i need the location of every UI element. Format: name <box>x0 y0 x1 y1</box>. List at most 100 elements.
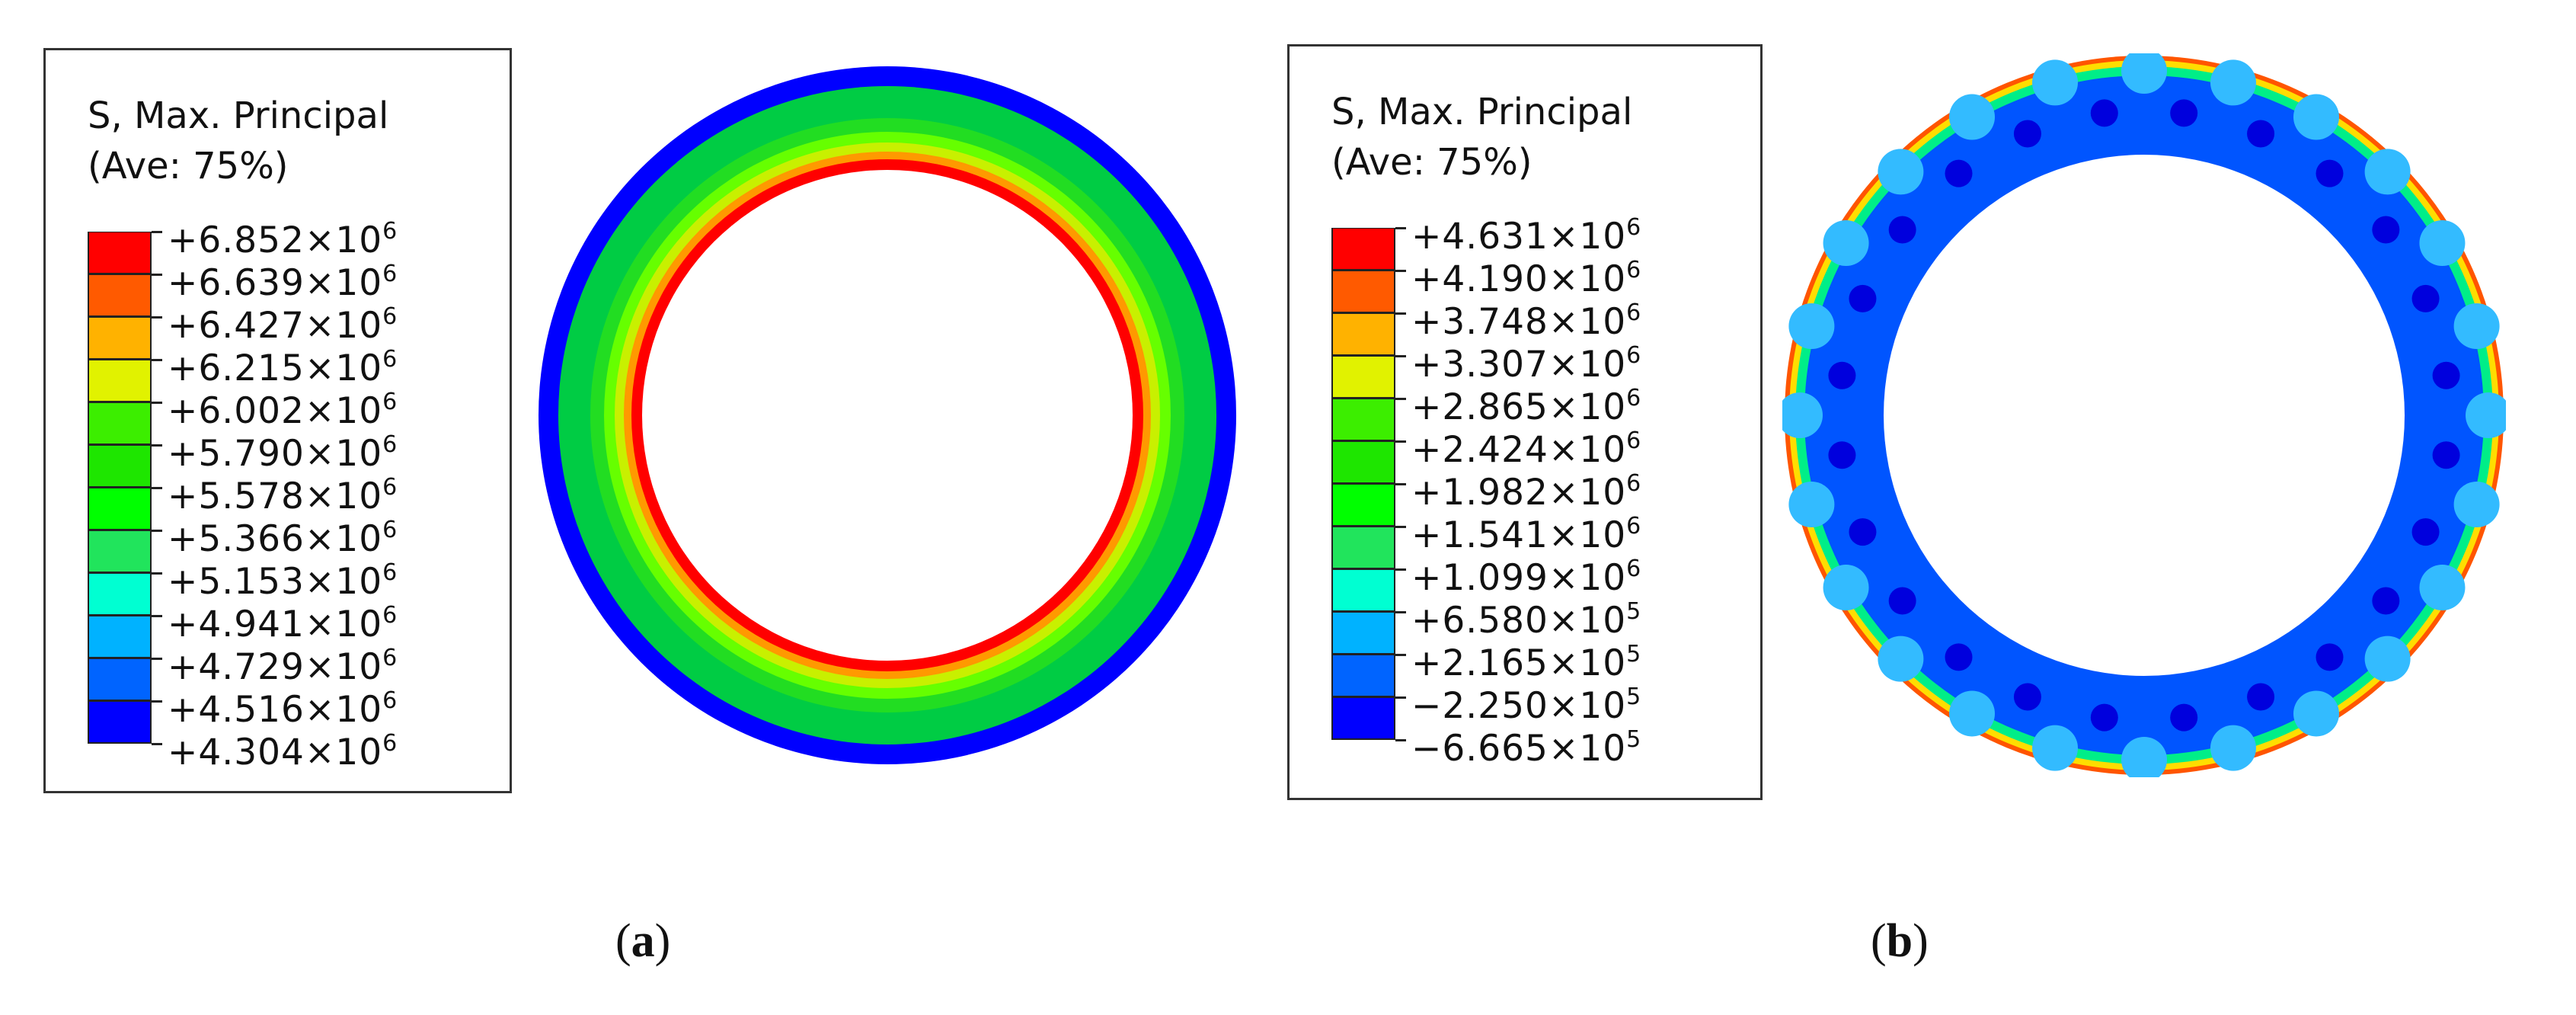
colorbar-swatch <box>1331 228 1395 271</box>
stress-blob <box>1849 284 1877 312</box>
legend-value: +6.580×105 <box>1411 598 1642 642</box>
colorbar <box>1331 228 1395 740</box>
colorbar-tick <box>152 402 162 404</box>
colorbar-swatch <box>1331 313 1395 356</box>
legend-value: +2.865×106 <box>1411 385 1642 428</box>
stress-blob <box>2247 683 2275 711</box>
colorbar-tick <box>152 316 162 319</box>
stress-blob <box>1945 159 1973 187</box>
stress-blob <box>2372 216 2400 244</box>
legend-value: +4.516×106 <box>168 687 398 731</box>
legend-value: −2.250×105 <box>1411 684 1642 727</box>
legend-value: +5.153×106 <box>168 559 398 603</box>
colorbar-tick <box>1395 654 1406 656</box>
edge-lobe <box>1782 392 1823 438</box>
edge-lobe <box>1949 690 1995 737</box>
edge-lobe <box>2419 220 2466 266</box>
stress-blob <box>2090 99 2118 127</box>
legend-value: +5.578×106 <box>168 474 398 517</box>
legend-value: +4.729×106 <box>168 645 398 688</box>
edge-lobe <box>2210 725 2256 771</box>
legend-value: +3.307×106 <box>1411 342 1642 386</box>
legend-value: +2.424×106 <box>1411 427 1642 471</box>
legend-value: +6.639×106 <box>168 261 398 304</box>
colorbar-tick <box>152 743 162 745</box>
edge-lobe <box>1823 220 1869 266</box>
legend-value: +1.541×106 <box>1411 513 1642 556</box>
legend-b: S, Max. Principal (Ave: 75%) +4.631×106 +… <box>1287 44 1763 800</box>
stress-blob <box>2013 120 2041 148</box>
edge-lobe <box>2293 94 2339 140</box>
legend-value: +6.002×106 <box>168 389 398 432</box>
colorbar-tick <box>1395 483 1406 485</box>
stress-blob <box>1945 643 1973 671</box>
edge-lobe <box>2032 725 2079 771</box>
colorbar-swatch <box>88 445 152 488</box>
colorbar-swatch <box>1331 441 1395 484</box>
edge-lobe <box>1823 565 1869 610</box>
colorbar-tick <box>152 359 162 361</box>
legend-value: +4.941×106 <box>168 602 398 645</box>
edge-lobe <box>2121 53 2167 94</box>
colorbar-swatch <box>1331 655 1395 697</box>
legend-title: S, Max. Principal <box>1331 91 1633 133</box>
legend-value: +1.099×106 <box>1411 556 1642 599</box>
colorbar-tick <box>1395 227 1406 229</box>
legend-value: +2.165×105 <box>1411 641 1642 684</box>
edge-lobe <box>2453 303 2500 350</box>
colorbar-swatch <box>1331 697 1395 740</box>
edge-lobe <box>2364 636 2411 682</box>
stress-blob <box>2411 518 2440 546</box>
caption-b: (b) <box>1871 915 1929 967</box>
colorbar-tick <box>1395 696 1406 699</box>
colorbar-swatch <box>1331 569 1395 612</box>
colorbar-swatch <box>88 360 152 402</box>
edge-lobe <box>2210 59 2256 106</box>
edge-lobe <box>2121 737 2167 777</box>
legend-subtitle: (Ave: 75%) <box>88 145 289 187</box>
stress-blob <box>2411 284 2440 312</box>
colorbar-tick <box>152 487 162 489</box>
colorbar-swatch <box>88 658 152 701</box>
ring-hole <box>642 170 1133 661</box>
stress-blob <box>1888 587 1916 615</box>
colorbar-swatch <box>88 573 152 616</box>
legend-value: +5.790×106 <box>168 431 398 475</box>
colorbar-swatch <box>1331 356 1395 399</box>
edge-lobe <box>1788 481 1835 527</box>
legend-title: S, Max. Principal <box>88 94 389 137</box>
stress-blob <box>2316 643 2344 671</box>
colorbar-tick <box>1395 611 1406 613</box>
edge-lobe <box>2453 481 2500 527</box>
colorbar-tick <box>1395 355 1406 357</box>
colorbar-swatch <box>88 274 152 317</box>
colorbar-swatch <box>88 232 152 274</box>
stress-blob <box>2013 683 2041 711</box>
stress-blob <box>1888 216 1916 244</box>
colorbar <box>88 232 152 744</box>
stress-blob <box>2170 703 2198 732</box>
stress-blob <box>2432 441 2460 469</box>
stress-contour-ring-b <box>1782 53 2506 777</box>
colorbar-tick <box>1395 270 1406 272</box>
stress-blob <box>2432 361 2460 389</box>
colorbar-tick <box>152 572 162 575</box>
edge-lobe <box>1878 636 1924 682</box>
edge-lobe <box>1878 149 1924 195</box>
legend-a: S, Max. Principal (Ave: 75%) +6.852×106 +… <box>43 48 512 793</box>
legend-value: −6.665×105 <box>1411 726 1642 770</box>
colorbar-tick <box>1395 440 1406 443</box>
stress-blob <box>2247 120 2275 148</box>
legend-value: +6.215×106 <box>168 346 398 389</box>
colorbar-tick <box>152 444 162 447</box>
stress-blob <box>1828 361 1856 389</box>
colorbar-tick <box>1395 526 1406 528</box>
legend-value: +4.190×106 <box>1411 257 1642 300</box>
edge-lobe <box>1788 303 1835 350</box>
legend-subtitle: (Ave: 75%) <box>1331 141 1532 184</box>
colorbar-tick <box>152 658 162 660</box>
legend-value: +6.852×106 <box>168 218 398 261</box>
colorbar-swatch <box>1331 612 1395 655</box>
edge-lobe <box>2466 392 2506 438</box>
legend-value: +3.748×106 <box>1411 299 1642 343</box>
